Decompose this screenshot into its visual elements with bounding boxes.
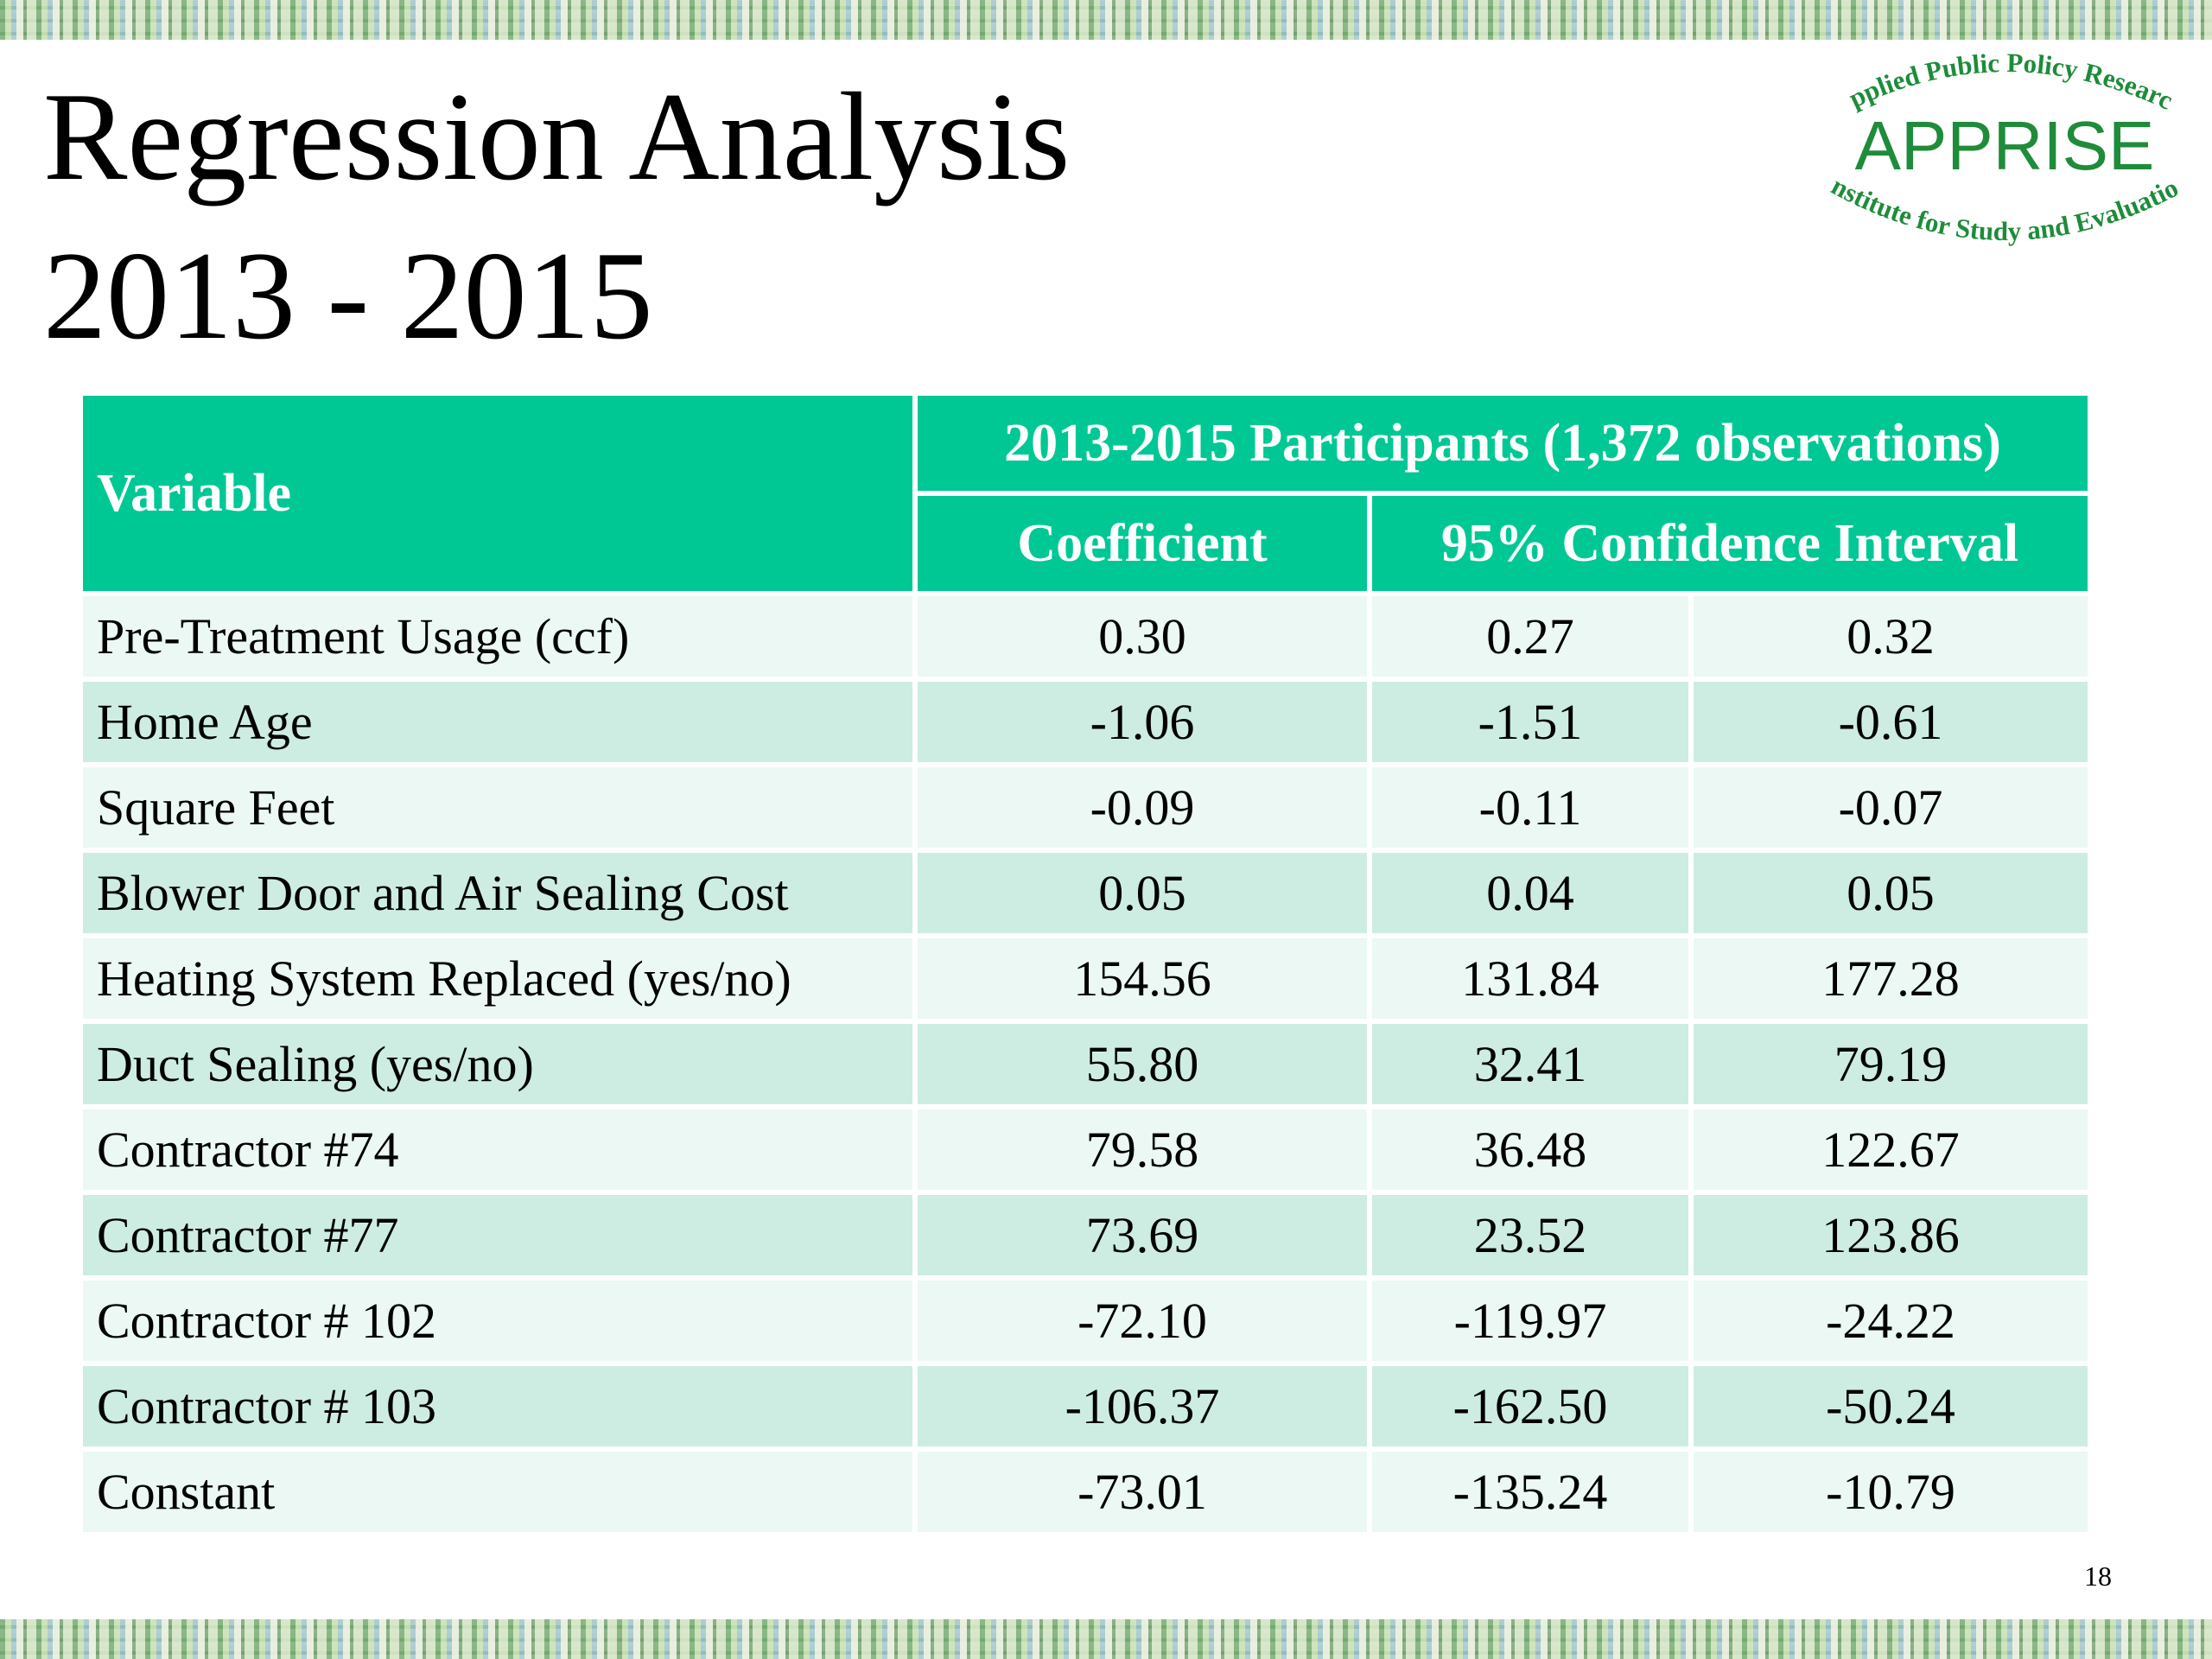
coefficient-cell: -106.37 bbox=[918, 1366, 1372, 1452]
variable-cell: Duct Sealing (yes/no) bbox=[83, 1024, 918, 1109]
ci-low-cell: -1.51 bbox=[1372, 682, 1694, 767]
ci-low-cell: 23.52 bbox=[1372, 1195, 1694, 1281]
slide-title: Regression Analysis 2013 - 2015 bbox=[43, 57, 1070, 375]
coefficient-cell: -73.01 bbox=[918, 1452, 1372, 1532]
ci-high-cell: 123.86 bbox=[1694, 1195, 2088, 1281]
ci-high-cell: -0.07 bbox=[1694, 767, 2088, 853]
ci-low-cell: 0.04 bbox=[1372, 853, 1694, 938]
variable-header: Variable bbox=[83, 396, 918, 596]
coefficient-cell: 0.30 bbox=[918, 596, 1372, 682]
ci-low-cell: 0.27 bbox=[1372, 596, 1694, 682]
slide-title-line-1: Regression Analysis bbox=[43, 67, 1071, 207]
variable-cell: Contractor #77 bbox=[83, 1195, 918, 1281]
regression-table: Variable 2013-2015 Participants (1,372 o… bbox=[83, 396, 2088, 1532]
variable-cell: Square Feet bbox=[83, 767, 918, 853]
ci-high-cell: -10.79 bbox=[1694, 1452, 2088, 1532]
ci-high-cell: 79.19 bbox=[1694, 1024, 2088, 1109]
variable-cell: Contractor # 102 bbox=[83, 1281, 918, 1366]
coefficient-cell: -72.10 bbox=[918, 1281, 1372, 1366]
variable-cell: Home Age bbox=[83, 682, 918, 767]
ci-low-cell: 36.48 bbox=[1372, 1109, 1694, 1195]
ci-high-cell: -24.22 bbox=[1694, 1281, 2088, 1366]
table-row: Contractor #74 79.58 36.48 122.67 bbox=[83, 1109, 2088, 1195]
table-body: Pre-Treatment Usage (ccf) 0.30 0.27 0.32 Hom… bbox=[83, 596, 2088, 1532]
table-row: Duct Sealing (yes/no) 55.80 32.41 79.19 bbox=[83, 1024, 2088, 1109]
variable-cell: Constant bbox=[83, 1452, 918, 1532]
variable-cell: Heating System Replaced (yes/no) bbox=[83, 938, 918, 1024]
table-row: Home Age -1.06 -1.51 -0.61 bbox=[83, 682, 2088, 767]
variable-cell: Contractor #74 bbox=[83, 1109, 918, 1195]
participants-group-header: 2013-2015 Participants (1,372 observatio… bbox=[918, 396, 2088, 496]
variable-cell: Contractor # 103 bbox=[83, 1366, 918, 1452]
table-row: Contractor #77 73.69 23.52 123.86 bbox=[83, 1195, 2088, 1281]
ci-high-cell: 0.05 bbox=[1694, 853, 2088, 938]
variable-cell: Blower Door and Air Sealing Cost bbox=[83, 853, 918, 938]
ci-high-cell: 122.67 bbox=[1694, 1109, 2088, 1195]
table-row: Square Feet -0.09 -0.11 -0.07 bbox=[83, 767, 2088, 853]
coefficient-cell: 55.80 bbox=[918, 1024, 1372, 1109]
confidence-interval-header: 95% Confidence Interval bbox=[1372, 496, 2088, 596]
coefficient-cell: 154.56 bbox=[918, 938, 1372, 1024]
table-row: Contractor # 103 -106.37 -162.50 -50.24 bbox=[83, 1366, 2088, 1452]
logo-top-text: Applied Public Policy Research bbox=[1815, 50, 2177, 116]
ci-low-cell: 131.84 bbox=[1372, 938, 1694, 1024]
coefficient-header: Coefficient bbox=[918, 496, 1372, 596]
ci-low-cell: -135.24 bbox=[1372, 1452, 1694, 1532]
apprise-logo: Applied Public Policy Research APPRISE I… bbox=[1805, 26, 2195, 249]
decorative-bottom-border bbox=[0, 1619, 2212, 1659]
ci-low-cell: -119.97 bbox=[1372, 1281, 1694, 1366]
ci-low-cell: 32.41 bbox=[1372, 1024, 1694, 1109]
page-number: 18 bbox=[2084, 1560, 2112, 1592]
coefficient-cell: 73.69 bbox=[918, 1195, 1372, 1281]
ci-high-cell: -50.24 bbox=[1694, 1366, 2088, 1452]
table-row: Pre-Treatment Usage (ccf) 0.30 0.27 0.32 bbox=[83, 596, 2088, 682]
variable-cell: Pre-Treatment Usage (ccf) bbox=[83, 596, 918, 682]
coefficient-cell: -1.06 bbox=[918, 682, 1372, 767]
coefficient-cell: 0.05 bbox=[918, 853, 1372, 938]
coefficient-cell: -0.09 bbox=[918, 767, 1372, 853]
table-row: Constant -73.01 -135.24 -10.79 bbox=[83, 1452, 2088, 1532]
coefficient-cell: 79.58 bbox=[918, 1109, 1372, 1195]
logo-main-text: APPRISE bbox=[1855, 107, 2155, 184]
decorative-top-border bbox=[0, 0, 2212, 40]
table-row: Blower Door and Air Sealing Cost 0.05 0.04… bbox=[83, 853, 2088, 938]
ci-high-cell: 177.28 bbox=[1694, 938, 2088, 1024]
ci-high-cell: -0.61 bbox=[1694, 682, 2088, 767]
ci-low-cell: -162.50 bbox=[1372, 1366, 1694, 1452]
slide-title-line-2: 2013 - 2015 bbox=[43, 226, 653, 365]
table-row: Contractor # 102 -72.10 -119.97 -24.22 bbox=[83, 1281, 2088, 1366]
table-row: Heating System Replaced (yes/no) 154.56 13… bbox=[83, 938, 2088, 1024]
ci-low-cell: -0.11 bbox=[1372, 767, 1694, 853]
ci-high-cell: 0.32 bbox=[1694, 596, 2088, 682]
apprise-logo-graphic: Applied Public Policy Research APPRISE I… bbox=[1805, 26, 2183, 246]
